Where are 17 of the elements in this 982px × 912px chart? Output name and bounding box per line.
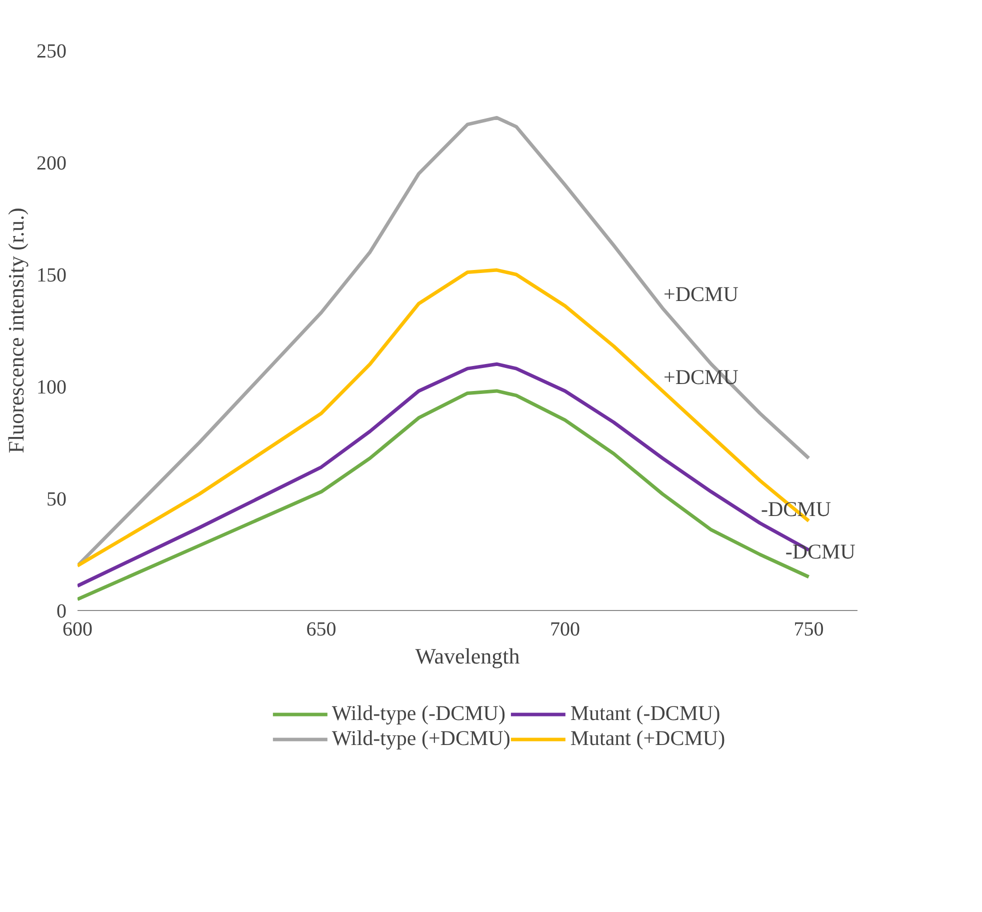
legend-label: Mutant (-DCMU) (570, 701, 720, 726)
x-axis-title: Wavelength (415, 644, 520, 668)
y-tick-label: 250 (36, 40, 66, 62)
y-tick-label: 200 (36, 152, 66, 174)
x-tick-label: 750 (794, 618, 824, 640)
legend-label: Wild-type (-DCMU) (332, 701, 506, 726)
y-tick-label: 50 (46, 488, 66, 510)
annotation: -DCMU (785, 540, 856, 564)
y-axis-title: Fluorescence intensity (r.u.) (4, 208, 28, 454)
annotation: +DCMU (664, 364, 738, 389)
x-tick-label: 650 (306, 618, 336, 640)
legend-label: Wild-type (+DCMU) (332, 726, 510, 751)
y-tick-label: 150 (36, 264, 66, 286)
annotation: +DCMU (664, 282, 738, 306)
legend-label: Mutant (+DCMU) (570, 726, 726, 751)
y-tick-label: 100 (36, 376, 66, 398)
x-tick-label: 700 (550, 618, 580, 640)
